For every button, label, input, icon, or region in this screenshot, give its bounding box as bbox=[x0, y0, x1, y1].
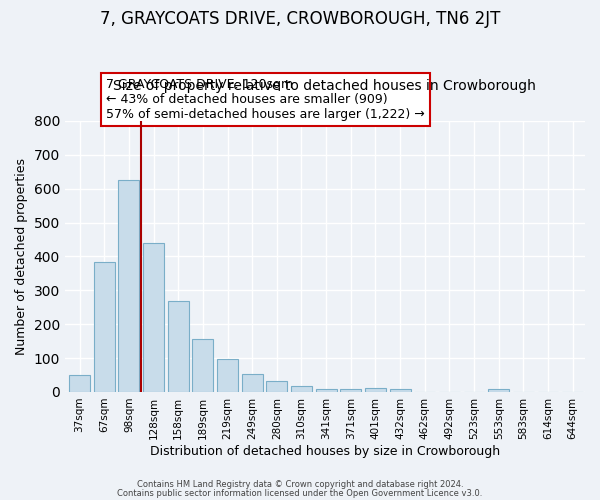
Bar bbox=[291, 386, 312, 392]
Text: Contains HM Land Registry data © Crown copyright and database right 2024.: Contains HM Land Registry data © Crown c… bbox=[137, 480, 463, 489]
Bar bbox=[193, 339, 214, 392]
Bar bbox=[94, 262, 115, 392]
Bar bbox=[316, 388, 337, 392]
Text: 7, GRAYCOATS DRIVE, CROWBOROUGH, TN6 2JT: 7, GRAYCOATS DRIVE, CROWBOROUGH, TN6 2JT bbox=[100, 10, 500, 28]
Bar bbox=[266, 381, 287, 392]
X-axis label: Distribution of detached houses by size in Crowborough: Distribution of detached houses by size … bbox=[150, 444, 500, 458]
Bar bbox=[389, 388, 410, 392]
Bar bbox=[118, 180, 139, 392]
Bar bbox=[340, 388, 361, 392]
Bar bbox=[488, 388, 509, 392]
Text: 7 GRAYCOATS DRIVE: 120sqm
← 43% of detached houses are smaller (909)
57% of semi: 7 GRAYCOATS DRIVE: 120sqm ← 43% of detac… bbox=[106, 78, 425, 121]
Bar bbox=[217, 359, 238, 392]
Bar bbox=[69, 375, 90, 392]
Bar bbox=[242, 374, 263, 392]
Bar bbox=[365, 388, 386, 392]
Text: Contains public sector information licensed under the Open Government Licence v3: Contains public sector information licen… bbox=[118, 488, 482, 498]
Y-axis label: Number of detached properties: Number of detached properties bbox=[15, 158, 28, 355]
Bar bbox=[168, 300, 188, 392]
Title: Size of property relative to detached houses in Crowborough: Size of property relative to detached ho… bbox=[113, 80, 536, 94]
Bar bbox=[143, 243, 164, 392]
